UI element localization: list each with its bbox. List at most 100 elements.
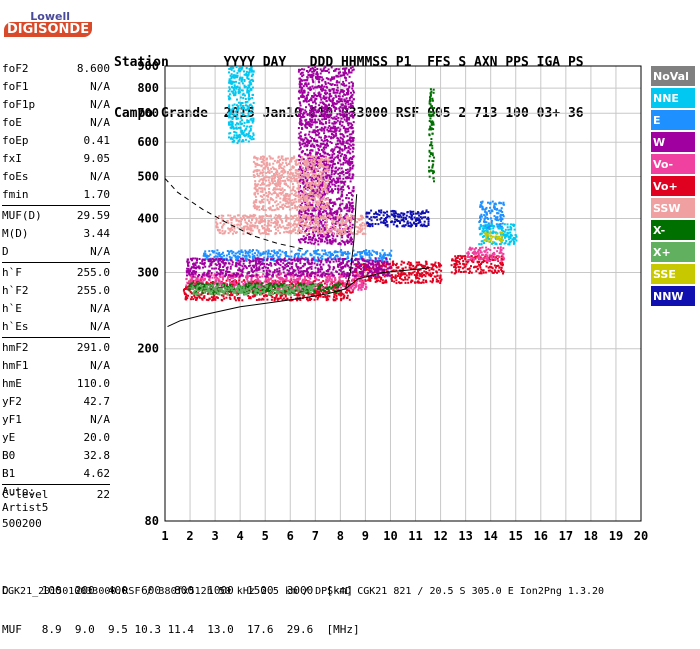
data-point-w xyxy=(222,262,224,264)
data-point-w xyxy=(342,186,344,188)
x-tick-label: 7 xyxy=(312,529,319,543)
data-point-w xyxy=(326,136,328,138)
data-point-w xyxy=(222,273,224,275)
data-point-w xyxy=(317,268,319,270)
data-point-vo- xyxy=(396,282,398,284)
data-point-w xyxy=(299,180,301,182)
data-point-vo- xyxy=(401,282,403,284)
data-point-vo- xyxy=(500,263,502,265)
data-point-vo- xyxy=(342,280,344,282)
data-point-w xyxy=(352,144,354,146)
data-point-w xyxy=(278,267,280,269)
data-point-e xyxy=(328,252,330,254)
data-point-e xyxy=(299,250,301,252)
data-point-w xyxy=(322,211,324,213)
data-point-w xyxy=(318,104,320,106)
data-point-vo- xyxy=(266,295,268,297)
data-point-vo- xyxy=(496,250,498,252)
data-point-w xyxy=(341,181,343,183)
data-point-vo- xyxy=(186,278,188,280)
data-point-vo- xyxy=(275,298,277,300)
data-point-vo- xyxy=(502,247,504,249)
data-point-vo- xyxy=(195,279,197,281)
data-point-vo- xyxy=(470,258,472,260)
data-point-vo- xyxy=(194,297,196,299)
data-point-w xyxy=(266,263,268,265)
data-point-w xyxy=(321,84,323,86)
data-point-w xyxy=(228,274,230,276)
data-point-vo- xyxy=(294,282,296,284)
data-point-w xyxy=(331,155,333,157)
data-point-w xyxy=(298,69,300,71)
data-point-e xyxy=(227,250,229,252)
data-point-w xyxy=(308,263,310,265)
data-point-vo- xyxy=(215,279,217,281)
data-point-e xyxy=(499,225,501,227)
data-point-w xyxy=(320,266,322,268)
data-point-vo- xyxy=(320,296,322,298)
data-point-vo- xyxy=(498,270,500,272)
data-point-w xyxy=(328,72,330,74)
data-point-w xyxy=(237,269,239,271)
data-point-e xyxy=(503,204,505,206)
data-point-w xyxy=(321,139,323,141)
data-point-w xyxy=(299,262,301,264)
data-point-vo- xyxy=(425,263,427,265)
data-point-w xyxy=(316,111,318,113)
data-point-w xyxy=(268,264,270,266)
data-point-w xyxy=(222,266,224,268)
data-point-e xyxy=(216,249,218,251)
data-point-w xyxy=(312,79,314,81)
data-point-vo- xyxy=(328,279,330,281)
data-point-w xyxy=(306,101,308,103)
data-point-w xyxy=(237,260,239,262)
data-point-w xyxy=(349,134,351,136)
data-point-w xyxy=(241,270,243,272)
data-point-vo- xyxy=(402,268,404,270)
data-point-w xyxy=(347,273,349,275)
data-point-vo- xyxy=(461,257,463,259)
data-point-vo- xyxy=(478,253,480,255)
data-point-w xyxy=(305,106,307,108)
data-point-vo- xyxy=(331,278,333,280)
data-point-w xyxy=(306,98,308,100)
data-point-w xyxy=(317,274,319,276)
data-point-vo- xyxy=(398,266,400,268)
data-point-w xyxy=(331,173,333,175)
data-point-w xyxy=(317,240,319,242)
data-point-w xyxy=(215,258,217,260)
data-point-vo- xyxy=(284,279,286,281)
data-point-w xyxy=(349,210,351,212)
data-point-w xyxy=(346,239,348,241)
data-point-vo- xyxy=(234,296,236,298)
data-point-w xyxy=(307,92,309,94)
data-point-w xyxy=(298,259,300,261)
data-point-vo- xyxy=(393,281,395,283)
data-point-e xyxy=(368,251,370,253)
data-point-w xyxy=(381,262,383,264)
data-point-e xyxy=(334,256,336,258)
data-point-vo- xyxy=(391,280,393,282)
data-point-w xyxy=(359,267,361,269)
data-point-w xyxy=(341,171,343,173)
data-point-vo- xyxy=(187,295,189,297)
data-point-w xyxy=(344,258,346,260)
data-point-e xyxy=(245,259,247,261)
data-point-w xyxy=(306,273,308,275)
data-point-vo- xyxy=(282,299,284,301)
data-point-vo- xyxy=(225,297,227,299)
data-point-w xyxy=(354,259,356,261)
data-point-w xyxy=(288,262,290,264)
data-point-w xyxy=(342,200,344,202)
data-point-vo- xyxy=(185,284,187,286)
data-point-vo- xyxy=(471,272,473,274)
data-point-w xyxy=(227,266,229,268)
data-point-vo- xyxy=(410,281,412,283)
data-point-w xyxy=(340,164,342,166)
data-point-w xyxy=(331,78,333,80)
data-point-w xyxy=(303,270,305,272)
data-point-w xyxy=(256,267,258,269)
data-point-w xyxy=(310,145,312,147)
data-point-w xyxy=(372,260,374,262)
